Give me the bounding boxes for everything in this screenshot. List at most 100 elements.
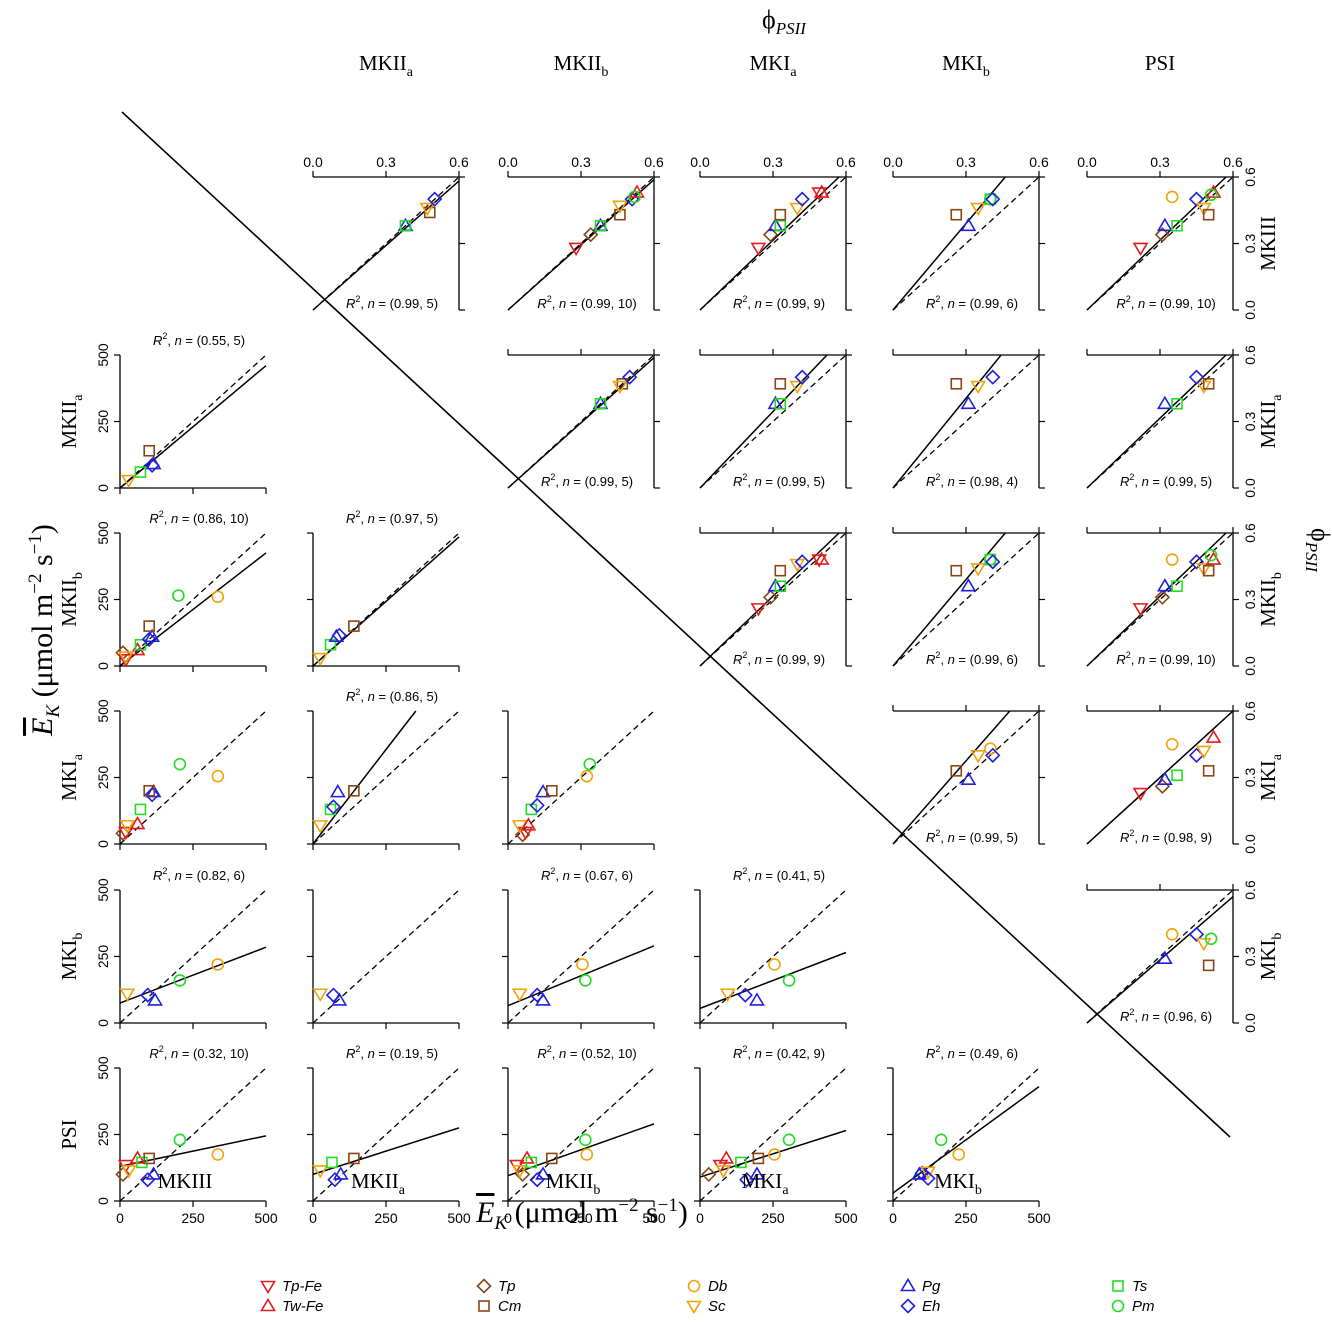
- point-Db: [576, 958, 589, 971]
- one-to-one-line: [119, 532, 267, 667]
- x-tick-label: 0.6: [644, 154, 664, 170]
- point-Cm: [348, 784, 360, 797]
- point-Pg: [1156, 395, 1173, 410]
- fit-line: [119, 1135, 267, 1168]
- one-to-one-line: [699, 889, 847, 1024]
- phi-panel-2-3: R2, n = (0.99, 9): [699, 527, 852, 667]
- legend-item-Cm: Cm: [478, 1298, 521, 1315]
- x-tick-label: 500: [1027, 1210, 1051, 1226]
- one-to-one-line: [119, 889, 267, 1024]
- y-tick-label: 0.6: [1242, 523, 1258, 543]
- point-Tp: [762, 227, 779, 243]
- one-to-one-line: [1086, 354, 1234, 489]
- r2-annotation: R2, n = (0.55, 5): [153, 331, 245, 348]
- point-Eh: [327, 1172, 343, 1188]
- bottom-label-MKIII: MKIII: [158, 1169, 213, 1193]
- x-tick-label: 0.0: [498, 154, 518, 170]
- y-tick-label: 0: [95, 484, 111, 492]
- point-Cm: [143, 1152, 155, 1165]
- point-TpFe: [1132, 242, 1149, 257]
- one-to-one-line: [312, 889, 460, 1024]
- row-label-left-MKIb: MKIb: [57, 933, 86, 981]
- row-label-right-MKIII: MKIII: [1256, 216, 1280, 271]
- point-Ts: [1171, 769, 1183, 782]
- legend-label: Tw-Fe: [282, 1298, 323, 1315]
- point-Eh: [1188, 926, 1205, 942]
- point-Eh: [1188, 554, 1205, 570]
- point-Sc: [789, 202, 806, 217]
- point-Eh: [794, 369, 810, 385]
- y-tick-label: 0.3: [1242, 947, 1258, 967]
- legend-label: Pg: [922, 1278, 941, 1295]
- point-Cm: [545, 1152, 558, 1165]
- fit-line: [1086, 176, 1227, 311]
- ek-panel-4-0: 0 250 500 R2, n = (0.82, 6): [95, 866, 267, 1029]
- point-Eh: [737, 987, 753, 1003]
- point-Db: [211, 958, 225, 971]
- fit-line: [119, 946, 267, 1004]
- r2-annotation: R2, n = (0.99, 9): [733, 650, 825, 667]
- point-Eh: [141, 631, 157, 648]
- fit-line: [699, 532, 840, 667]
- point-Ts: [136, 1156, 148, 1169]
- point-Cm: [774, 378, 787, 390]
- point-Cm: [348, 1152, 360, 1165]
- r2-annotation: R2, n = (0.52, 10): [537, 1044, 636, 1061]
- row-label-right-MKIb: MKIb: [1256, 933, 1285, 981]
- one-to-one-line: [892, 354, 1040, 489]
- legend-marker-TwFe: [260, 1297, 276, 1312]
- y-tick-label: 500: [95, 1056, 111, 1080]
- x-tick-label: 0.6: [1029, 154, 1049, 170]
- point-Eh: [1188, 191, 1205, 207]
- y-tick-label: 0.6: [1242, 701, 1258, 721]
- point-Ts: [1171, 580, 1183, 593]
- point-Ts: [594, 219, 607, 232]
- point-Eh: [1188, 747, 1205, 763]
- point-TpFe: [750, 242, 767, 257]
- row-label-right-MKIIa: MKIIa: [1256, 394, 1285, 449]
- point-Sc: [120, 1165, 137, 1179]
- y-tick-label: 0: [95, 662, 111, 670]
- r2-annotation: R2, n = (0.97, 5): [346, 509, 438, 526]
- point-Eh: [529, 987, 545, 1003]
- point-Ts: [134, 638, 147, 651]
- y-tick-label: 0.3: [1242, 590, 1258, 610]
- ek-left-label: EK (μmol m−2 s−1): [25, 524, 64, 737]
- point-Cm: [348, 620, 360, 632]
- fit-line: [699, 951, 847, 1010]
- point-TpFe: [117, 654, 134, 668]
- row-label-right-MKIIb: MKIIb: [1256, 572, 1285, 627]
- phi-panel-3-5: 0.0 0.3 0.6 R2, n = (0.98, 9): [1086, 701, 1258, 854]
- phi-panel-1-5: 0.0 0.3 0.6 R2, n = (0.99, 5): [1086, 345, 1258, 498]
- point-Sc: [970, 563, 987, 577]
- point-Pm: [1204, 932, 1218, 946]
- point-TpFe: [517, 826, 534, 841]
- point-Tp: [701, 1166, 717, 1183]
- point-Cm: [774, 564, 787, 577]
- one-to-one-line: [119, 354, 267, 489]
- legend-marker-Pg: [900, 1277, 916, 1292]
- point-Pm: [583, 757, 597, 771]
- point-Tp: [115, 1166, 131, 1183]
- r2-annotation: R2, n = (0.99, 10): [1116, 650, 1215, 667]
- y-tick-label: 0: [95, 1197, 111, 1205]
- point-Cm: [143, 784, 155, 797]
- x-tick-label: 0: [309, 1210, 317, 1226]
- point-TwFe: [1205, 729, 1222, 743]
- r2-annotation: R2, n = (0.67, 6): [541, 866, 633, 883]
- y-tick-label: 0.0: [1242, 300, 1258, 320]
- point-Eh: [622, 369, 638, 385]
- row-label-left-MKIIa: MKIIa: [57, 394, 86, 449]
- fit-line: [312, 180, 460, 311]
- fit-line: [119, 552, 267, 667]
- one-to-one-line: [699, 354, 847, 489]
- point-Cm: [1202, 564, 1215, 577]
- y-tick-label: 0.3: [1242, 234, 1258, 254]
- ek-panel-3-0: 0 250 500: [95, 699, 267, 850]
- point-Sc: [970, 380, 987, 395]
- point-Pg: [332, 1166, 349, 1180]
- one-to-one-line: [119, 1067, 267, 1202]
- point-TpFe: [117, 826, 134, 841]
- x-tick-label: 250: [954, 1210, 978, 1226]
- phi-panel-1-3: R2, n = (0.99, 5): [699, 349, 852, 489]
